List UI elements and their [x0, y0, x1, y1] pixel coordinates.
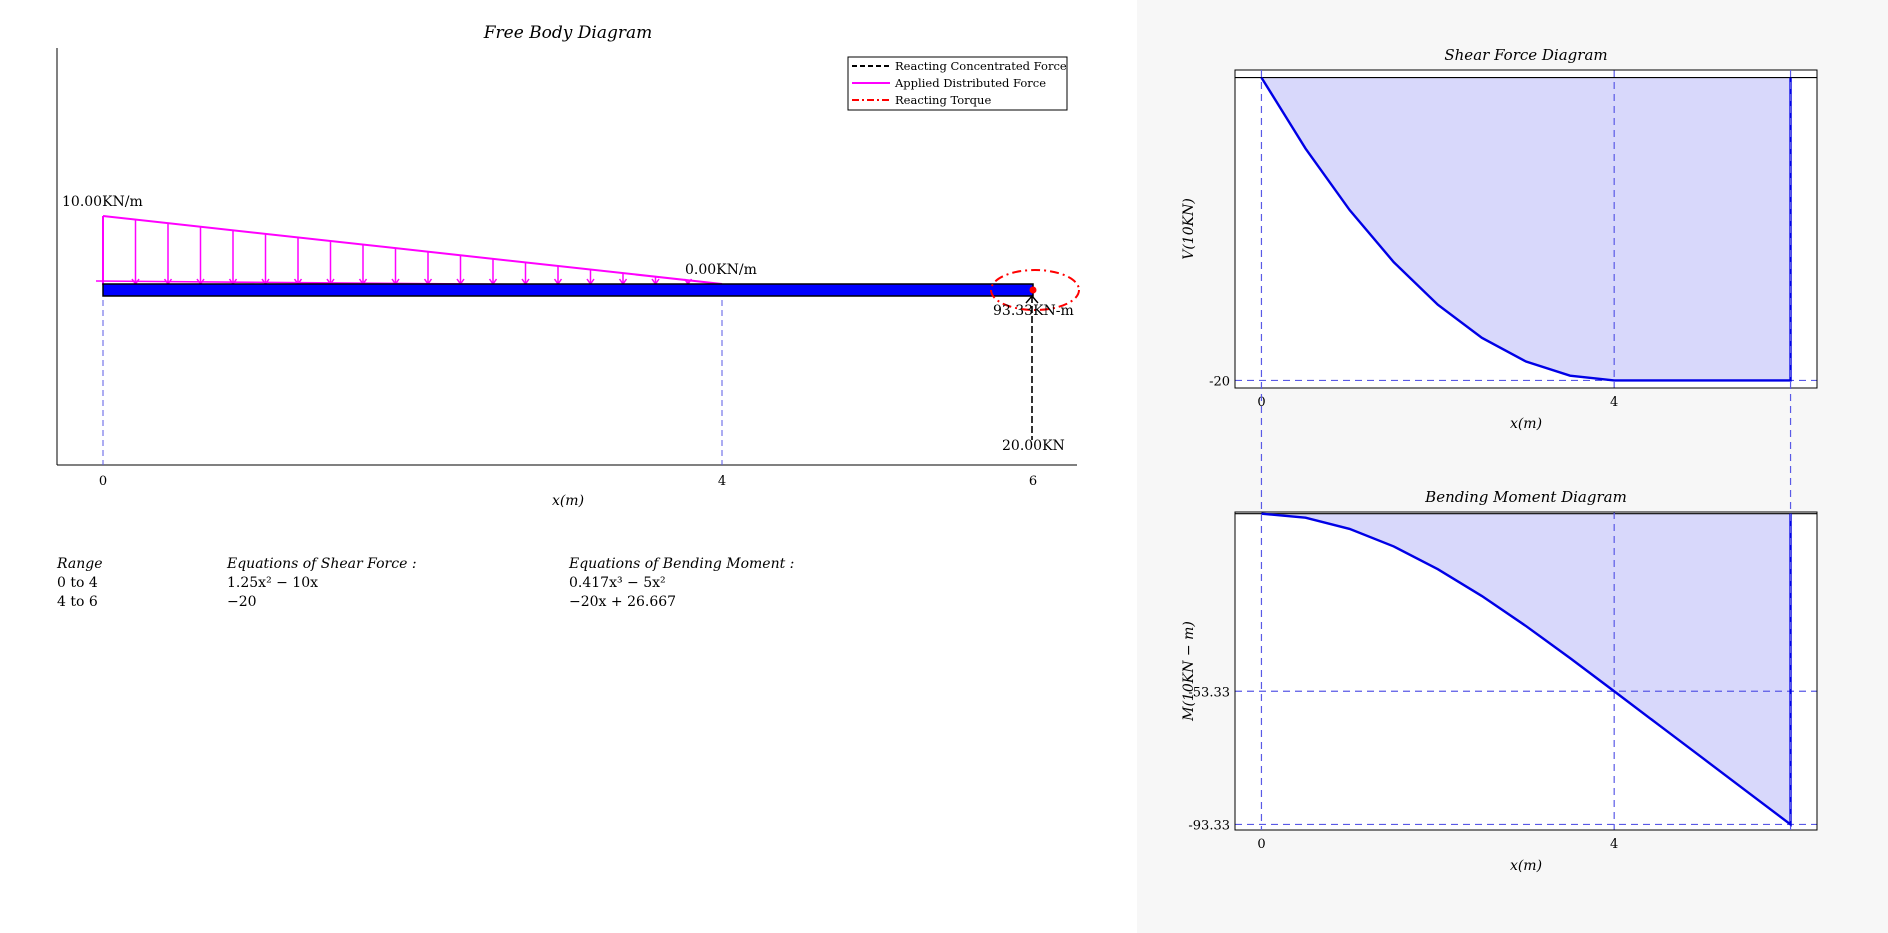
- y-tick-label: -53.33: [1188, 685, 1230, 700]
- diagram-curve: [1260, 76, 1792, 382]
- x-tick-label: 0: [1257, 395, 1265, 410]
- load-end-label: 0.00KN/m: [685, 262, 757, 278]
- force-label: 20.00KN: [1002, 438, 1065, 454]
- free-body-diagram: Free Body Diagram 10.00KN/m 0.00KN/m 93.…: [56, 23, 1080, 509]
- fbd-x-tick-6: 6: [1029, 474, 1037, 489]
- torque-label: 93.33KN-m: [993, 303, 1074, 319]
- reacting-force: [1025, 294, 1039, 440]
- torque-point: [1029, 286, 1037, 294]
- y-tick-label: -93.33: [1188, 818, 1230, 833]
- diagram-ylabel: M(10KN − m): [1181, 621, 1197, 722]
- header-range: Range: [57, 556, 103, 572]
- diagram-fill: [1261, 513, 1791, 825]
- force-arrowhead: [1025, 294, 1039, 304]
- legend-label-distributed: Applied Distributed Force: [894, 76, 1046, 90]
- x-tick-label: 0: [1257, 837, 1265, 852]
- fbd-legend: Reacting Concentrated Force Applied Dist…: [847, 56, 1068, 111]
- equation-range: 4 to 6: [57, 594, 98, 610]
- y-tick-label: -20: [1209, 374, 1230, 389]
- diagram-charts: Shear Force Diagram x(m) V(10KN) 0 4 -20 Bendi…: [1181, 46, 1818, 874]
- diagram-xlabel: x(m): [1510, 858, 1542, 874]
- diagram-title: Shear Force Diagram: [1444, 46, 1607, 64]
- equation-shear: 1.25x² − 10x: [227, 575, 319, 591]
- diagram-xlabel: x(m): [1510, 416, 1542, 432]
- equation-moment: 0.417x³ − 5x²: [569, 575, 666, 591]
- fbd-title: Free Body Diagram: [483, 23, 653, 43]
- fbd-axes: [56, 48, 1077, 466]
- reacting-torque: [990, 269, 1080, 311]
- beam: [102, 283, 1034, 297]
- load-start-label: 10.00KN/m: [62, 194, 143, 210]
- plot-frame: [1234, 69, 1818, 389]
- torque-arc: [990, 269, 1080, 311]
- header-shear: Equations of Shear Force :: [227, 556, 417, 572]
- plot-frame: [1234, 511, 1818, 831]
- header-moment: Equations of Bending Moment :: [569, 556, 795, 572]
- fbd-guide-lines: [102, 300, 723, 465]
- diagram-title: Bending Moment Diagram: [1424, 488, 1627, 506]
- diagram-curve: [1261, 512, 1792, 827]
- equation-range: 0 to 4: [57, 575, 98, 591]
- legend-label-force: Reacting Concentrated Force: [895, 59, 1067, 73]
- fbd-x-tick-4: 4: [718, 474, 726, 489]
- fbd-x-tick-0: 0: [99, 474, 107, 489]
- diagram-ylabel: V(10KN): [1181, 198, 1197, 260]
- fbd-xlabel: x(m): [552, 493, 584, 509]
- equation-moment: −20x + 26.667: [569, 594, 677, 610]
- equation-shear: −20: [227, 594, 257, 610]
- x-tick-label: 4: [1610, 837, 1618, 852]
- x-tick-label: 4: [1610, 395, 1618, 410]
- distributed-load: [95, 215, 723, 287]
- load-envelope: [102, 215, 723, 285]
- legend-label-torque: Reacting Torque: [895, 93, 991, 107]
- diagram-fill: [1261, 77, 1791, 381]
